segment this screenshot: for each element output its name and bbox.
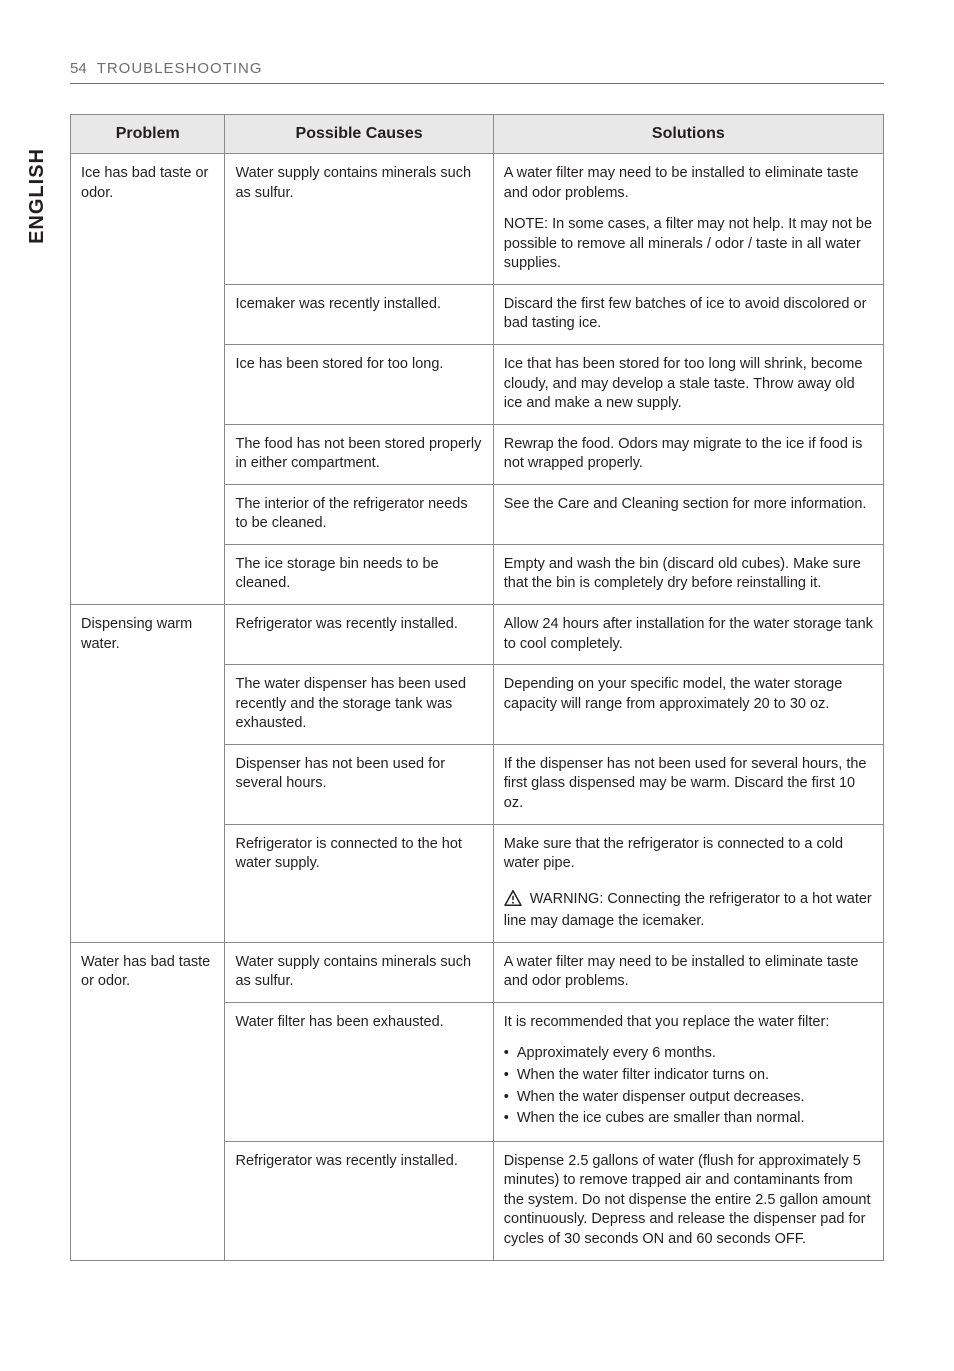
solution-text: A water filter may need to be installed … (504, 164, 873, 203)
solution-text: Empty and wash the bin (discard old cube… (504, 555, 873, 594)
cell-solution: If the dispenser has not been used for s… (493, 744, 883, 824)
cell-cause: Dispenser has not been used for several … (225, 744, 493, 824)
page-container: 54 TROUBLESHOOTING Problem Possible Caus… (0, 0, 954, 1321)
cell-solution: It is recommended that you replace the w… (493, 1002, 883, 1141)
solution-text: NOTE: In some cases, a filter may not he… (504, 215, 873, 274)
solution-bullets: Approximately every 6 months.When the wa… (504, 1044, 873, 1128)
cell-solution: See the Care and Cleaning section for mo… (493, 484, 883, 544)
cell-cause: The ice storage bin needs to be cleaned. (225, 544, 493, 604)
table-row: Water has bad taste or odor.Water supply… (71, 942, 884, 1002)
solution-text: A water filter may need to be installed … (504, 953, 873, 992)
bullet-item: When the water filter indicator turns on… (504, 1066, 873, 1086)
bullet-item: Approximately every 6 months. (504, 1044, 873, 1064)
cell-cause: The food has not been stored properly in… (225, 424, 493, 484)
troubleshooting-table: Problem Possible Causes Solutions Ice ha… (70, 114, 884, 1261)
vertical-tab-english: ENGLISH (26, 148, 49, 244)
solution-text: Ice that has been stored for too long wi… (504, 355, 873, 414)
section-title: TROUBLESHOOTING (97, 60, 263, 77)
cell-solution: Ice that has been stored for too long wi… (493, 344, 883, 424)
solution-text: Allow 24 hours after installation for th… (504, 615, 873, 654)
cell-solution: A water filter may need to be installed … (493, 942, 883, 1002)
col-causes: Possible Causes (225, 115, 493, 154)
solution-text: Discard the first few batches of ice to … (504, 295, 873, 334)
bullet-item: When the water dispenser output decrease… (504, 1088, 873, 1108)
solution-text: If the dispenser has not been used for s… (504, 755, 873, 814)
solution-text: See the Care and Cleaning section for mo… (504, 495, 873, 515)
col-solutions: Solutions (493, 115, 883, 154)
cell-solution: Allow 24 hours after installation for th… (493, 605, 883, 665)
warning-text: WARNING: Connecting the refrigerator to … (504, 890, 873, 932)
page-header: 54 TROUBLESHOOTING (70, 60, 884, 84)
cell-solution: Empty and wash the bin (discard old cube… (493, 544, 883, 604)
cell-solution: Make sure that the refrigerator is conne… (493, 824, 883, 942)
cell-solution: Dispense 2.5 gallons of water (flush for… (493, 1141, 883, 1260)
cell-solution: Rewrap the food. Odors may migrate to th… (493, 424, 883, 484)
cell-problem: Water has bad taste or odor. (71, 942, 225, 1260)
cell-problem: Ice has bad taste or odor. (71, 154, 225, 605)
table-row: Ice has bad taste or odor.Water supply c… (71, 154, 884, 285)
warning-icon (504, 890, 522, 913)
cell-solution: Depending on your specific model, the wa… (493, 665, 883, 745)
solution-text: Dispense 2.5 gallons of water (flush for… (504, 1152, 873, 1250)
table-header-row: Problem Possible Causes Solutions (71, 115, 884, 154)
cell-solution: A water filter may need to be installed … (493, 154, 883, 285)
solution-text: Depending on your specific model, the wa… (504, 675, 873, 714)
cell-cause: Refrigerator is connected to the hot wat… (225, 824, 493, 942)
page-number: 54 (70, 60, 87, 77)
cell-problem: Dispensing warm water. (71, 605, 225, 943)
cell-cause: Refrigerator was recently installed. (225, 1141, 493, 1260)
cell-solution: Discard the first few batches of ice to … (493, 284, 883, 344)
solution-text: Make sure that the refrigerator is conne… (504, 835, 873, 874)
cell-cause: Water supply contains minerals such as s… (225, 154, 493, 285)
col-problem: Problem (71, 115, 225, 154)
solution-text: Rewrap the food. Odors may migrate to th… (504, 435, 873, 474)
cell-cause: Ice has been stored for too long. (225, 344, 493, 424)
table-row: Dispensing warm water.Refrigerator was r… (71, 605, 884, 665)
cell-cause: Water filter has been exhausted. (225, 1002, 493, 1141)
solution-text: It is recommended that you replace the w… (504, 1013, 873, 1033)
bullet-item: When the ice cubes are smaller than norm… (504, 1109, 873, 1129)
cell-cause: Water supply contains minerals such as s… (225, 942, 493, 1002)
cell-cause: The interior of the refrigerator needs t… (225, 484, 493, 544)
cell-cause: Icemaker was recently installed. (225, 284, 493, 344)
cell-cause: Refrigerator was recently installed. (225, 605, 493, 665)
cell-cause: The water dispenser has been used recent… (225, 665, 493, 745)
